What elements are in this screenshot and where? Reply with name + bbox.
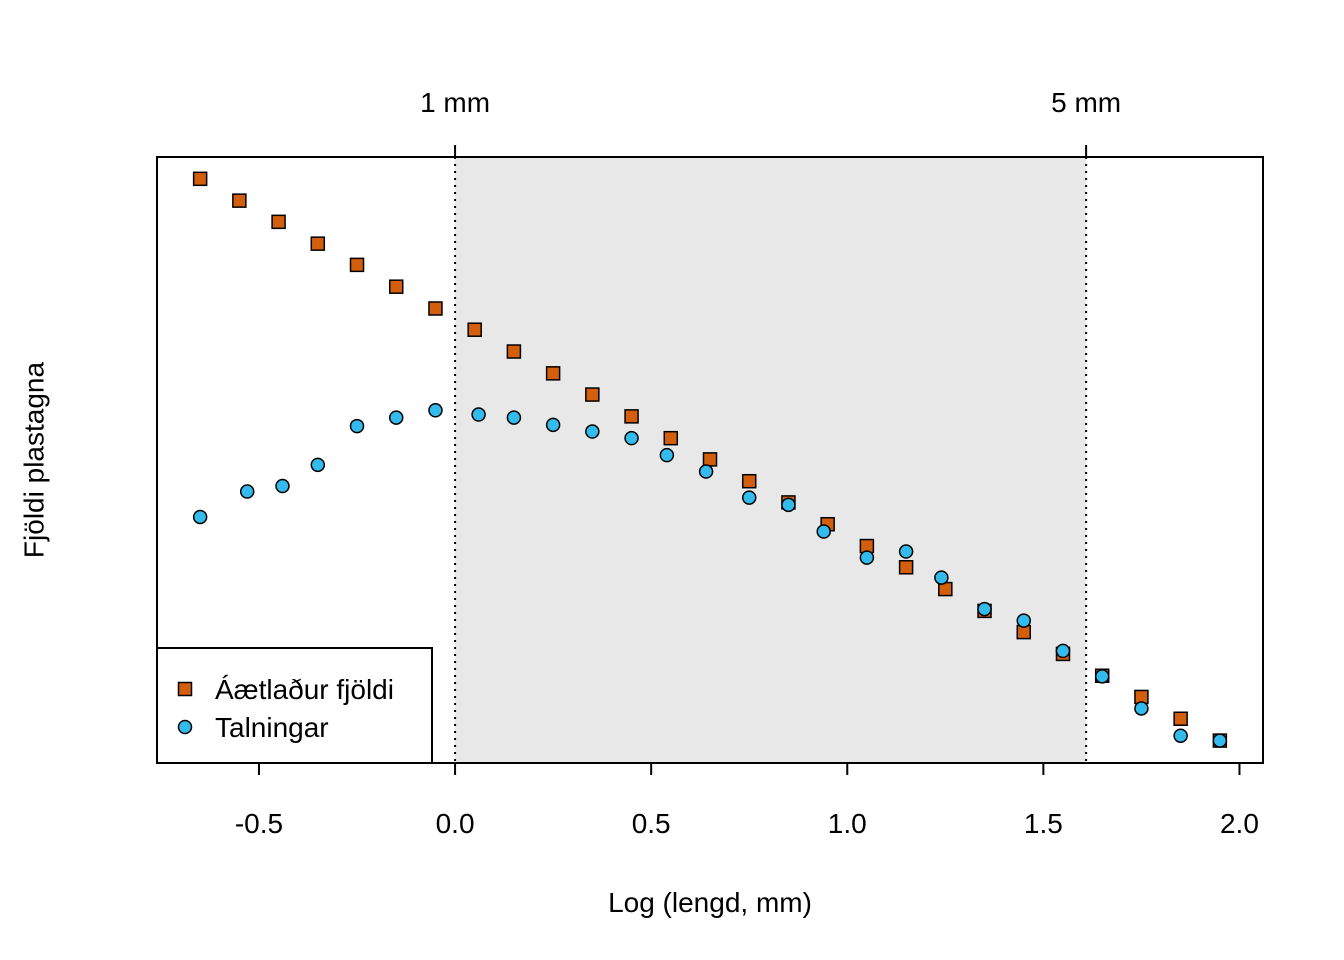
circle-point [192, 509, 208, 525]
circle-point [698, 464, 714, 479]
circle-point [545, 417, 561, 433]
circle-point [428, 403, 443, 418]
x-tick-label: 1.5 [1024, 808, 1063, 839]
circle-point [977, 601, 992, 617]
square-point [310, 236, 326, 251]
circle-point [859, 550, 875, 565]
shaded-region [455, 157, 1087, 763]
x-tick-label: 0.0 [436, 808, 475, 839]
circle-point [1212, 733, 1228, 748]
top-axis: 1 mm 5 mm [420, 87, 1121, 157]
circle-point [816, 524, 831, 539]
circle-point [239, 484, 255, 499]
square-point [624, 409, 639, 424]
x-tick-label: 2.0 [1220, 808, 1259, 839]
x-axis: -0.5 0.0 0.5 1.0 1.5 2.0 [235, 763, 1259, 839]
data-points [192, 171, 1228, 748]
circle-point [506, 410, 522, 425]
circle-point [310, 457, 326, 473]
circle-point [1134, 701, 1149, 716]
square-point [741, 473, 757, 489]
square-point [349, 257, 365, 273]
square-point [663, 430, 679, 446]
square-point [1173, 711, 1188, 727]
circle-point [388, 410, 404, 425]
x-axis-title: Log (lengd, mm) [608, 887, 812, 918]
x-tick-label: 0.5 [632, 808, 671, 839]
square-point [702, 452, 718, 467]
reference-lines [454, 157, 1088, 763]
circle-point [781, 497, 796, 513]
circle-point [471, 407, 486, 422]
plot-frame [156, 156, 1264, 764]
square-point [585, 387, 600, 402]
square-point [545, 366, 561, 381]
circle-point [585, 424, 600, 439]
square-point [898, 560, 914, 575]
legend-circle-marker [177, 719, 193, 735]
circle-point [624, 430, 639, 446]
square-point [467, 322, 482, 337]
x-tick-label: 1.0 [828, 808, 867, 839]
legend-square-marker [177, 681, 193, 697]
legend-label: Talningar [215, 712, 329, 743]
legend-box [156, 647, 433, 764]
legend: Áætlaður fjöldi Talningar [156, 647, 433, 764]
square-point [428, 301, 443, 316]
circle-point [1173, 728, 1188, 743]
circle-point [1094, 669, 1110, 684]
legend-label: Áætlaður fjöldi [215, 674, 394, 705]
circle-point [1016, 613, 1032, 628]
top-tick-label: 5 mm [1051, 87, 1121, 118]
circle-point [1055, 643, 1071, 659]
circle-point [898, 544, 914, 559]
square-point [192, 171, 208, 187]
square-point [271, 214, 286, 230]
top-tick-label: 1 mm [420, 87, 490, 118]
x-tick-label: -0.5 [235, 808, 283, 839]
circle-point [741, 490, 757, 505]
square-point [388, 279, 404, 294]
circle-point [659, 447, 675, 463]
square-point [506, 344, 522, 359]
circle-point [349, 418, 365, 434]
circle-point [934, 570, 949, 585]
y-axis-title: Fjöldi plastagna [18, 362, 49, 559]
circle-point [275, 478, 290, 494]
square-point [232, 193, 247, 208]
